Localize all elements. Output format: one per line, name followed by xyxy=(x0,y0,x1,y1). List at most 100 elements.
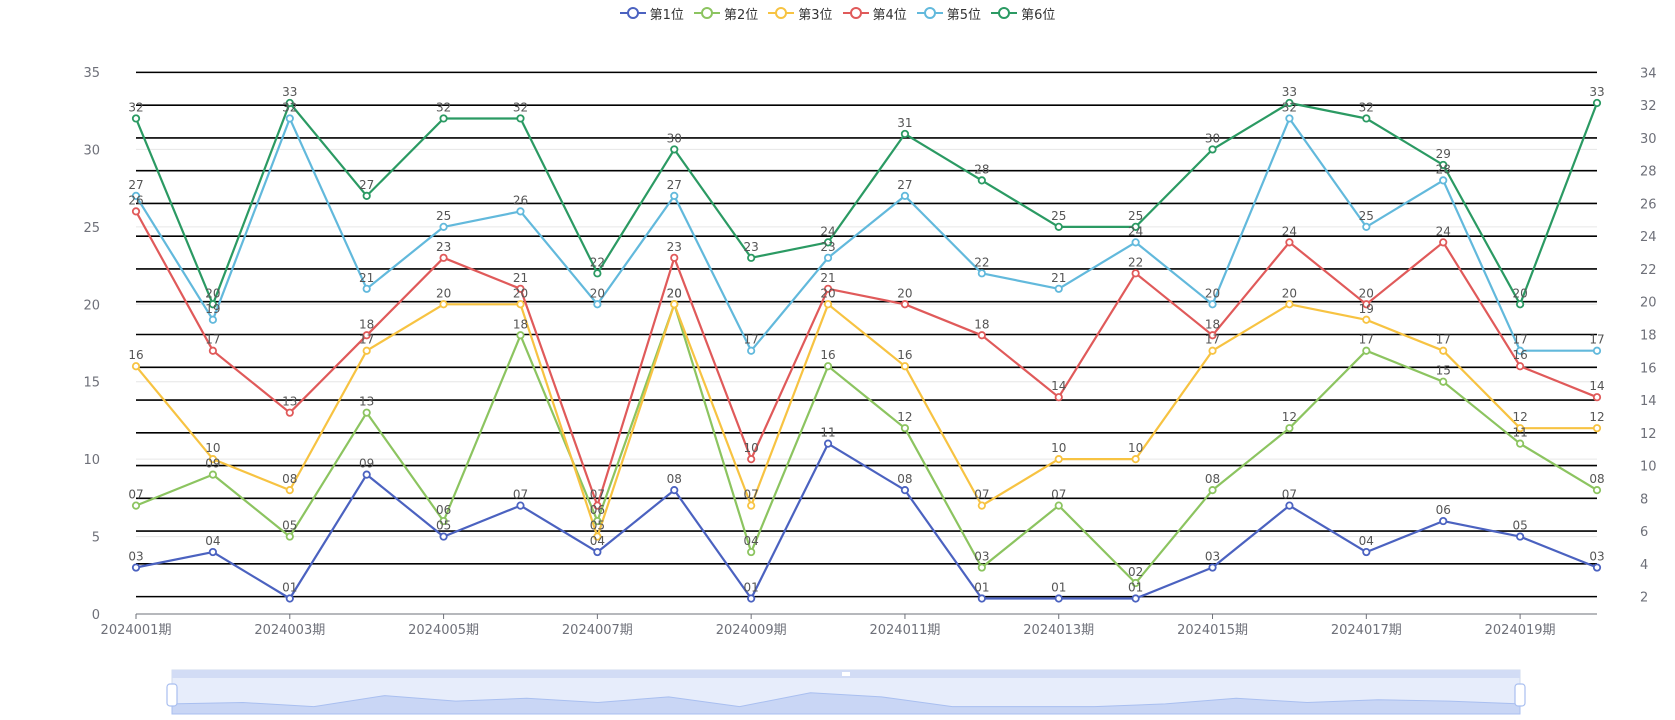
data-point xyxy=(977,594,986,603)
legend-label: 第6位 xyxy=(1021,7,1056,23)
data-label: 24 xyxy=(1436,224,1451,238)
data-label: 10 xyxy=(1128,441,1143,455)
x-tick-label: 2024001期 xyxy=(101,623,172,638)
data-point xyxy=(1516,362,1525,371)
data-label: 27 xyxy=(128,178,143,192)
data-label: 32 xyxy=(128,100,143,114)
legend-label: 第2位 xyxy=(723,7,759,23)
data-point xyxy=(1362,315,1371,324)
data-point xyxy=(131,207,141,216)
data-label: 03 xyxy=(128,550,143,564)
data-label: 16 xyxy=(820,348,835,362)
data-label: 20 xyxy=(1512,286,1527,300)
right-y-tick-label: 22 xyxy=(1640,263,1657,278)
data-point xyxy=(747,346,756,355)
data-label: 16 xyxy=(128,348,143,362)
data-point xyxy=(131,501,141,510)
data-label: 05 xyxy=(282,519,297,533)
left-y-tick-label: 0 xyxy=(92,608,100,623)
legend-label: 第5位 xyxy=(946,7,982,23)
data-point xyxy=(1208,300,1217,309)
zoom-handle-right[interactable] xyxy=(1514,683,1526,707)
data-label: 20 xyxy=(590,286,605,300)
data-point xyxy=(747,253,756,262)
data-point xyxy=(977,269,986,278)
data-point xyxy=(593,547,602,557)
data-point xyxy=(1208,331,1217,340)
series-line xyxy=(135,210,1598,507)
data-label: 24 xyxy=(1282,224,1297,238)
right-y-tick-label: 4 xyxy=(1640,558,1648,573)
legend-item[interactable]: 第4位 xyxy=(842,4,907,23)
data-point xyxy=(1054,393,1063,402)
data-point xyxy=(1285,424,1294,433)
data-point xyxy=(1285,300,1294,309)
data-label: 12 xyxy=(1282,410,1297,424)
data-point xyxy=(1516,300,1525,309)
data-label: 20 xyxy=(1205,286,1220,300)
data-point xyxy=(439,516,448,526)
data-label: 03 xyxy=(1589,550,1604,564)
data-label: 23 xyxy=(436,240,451,254)
data-label: 25 xyxy=(1359,209,1374,223)
data-label: 24 xyxy=(1128,224,1143,238)
data-point xyxy=(1285,114,1294,123)
data-label: 08 xyxy=(1205,472,1220,486)
data-label: 05 xyxy=(1512,519,1527,533)
data-point xyxy=(823,253,833,262)
data-point xyxy=(439,222,448,231)
data-label: 33 xyxy=(1282,85,1297,99)
legend-item[interactable]: 第6位 xyxy=(991,4,1055,23)
data-label: 20 xyxy=(436,286,451,300)
legend-swatch-icon xyxy=(916,7,943,19)
right-y-tick-label: 34 xyxy=(1640,66,1657,81)
data-point xyxy=(1054,284,1063,293)
left-y-tick-label: 25 xyxy=(83,221,100,236)
data-point xyxy=(1362,346,1371,355)
data-label: 04 xyxy=(205,534,220,548)
data-label: 15 xyxy=(1436,364,1451,378)
data-point xyxy=(131,191,141,200)
data-label: 09 xyxy=(205,457,220,471)
data-label: 31 xyxy=(897,116,912,130)
data-label: 24 xyxy=(820,224,835,238)
data-point xyxy=(977,331,986,340)
data-point xyxy=(362,346,371,355)
right-y-tick-label: 2 xyxy=(1640,591,1648,606)
data-label: 20 xyxy=(667,286,682,300)
data-point xyxy=(1516,424,1525,433)
data-point xyxy=(1054,501,1063,510)
data-label: 16 xyxy=(1512,348,1527,362)
data-label: 07 xyxy=(1282,488,1297,502)
legend-item[interactable]: 第5位 xyxy=(916,4,982,23)
zoom-handle-left[interactable] xyxy=(166,683,178,707)
data-label: 18 xyxy=(1205,317,1220,331)
data-label: 04 xyxy=(744,534,759,548)
x-tick-label: 2024017期 xyxy=(1331,623,1402,638)
legend-item[interactable]: 第1位 xyxy=(619,4,684,23)
legend-item[interactable]: 第3位 xyxy=(768,4,833,23)
legend-item[interactable]: 第2位 xyxy=(693,4,759,23)
series-lines xyxy=(134,101,1599,600)
data-label: 07 xyxy=(974,488,989,502)
legend-swatch-icon xyxy=(768,7,795,19)
data-point xyxy=(593,516,602,526)
data-label: 07 xyxy=(128,488,143,502)
data-label: 07 xyxy=(513,488,528,502)
data-label: 06 xyxy=(590,503,605,517)
right-y-tick-label: 8 xyxy=(1640,492,1648,507)
data-point xyxy=(285,98,294,108)
right-y-tick-label: 10 xyxy=(1640,460,1657,475)
data-label: 25 xyxy=(1128,209,1143,223)
data-label: 28 xyxy=(974,162,989,176)
data-point xyxy=(1592,98,1602,108)
series-line xyxy=(135,442,1598,600)
right-y-tick-label: 18 xyxy=(1640,329,1657,344)
data-point xyxy=(1592,563,1602,572)
data-point xyxy=(747,547,756,557)
data-label: 21 xyxy=(513,271,528,285)
data-point xyxy=(1516,346,1525,355)
data-point xyxy=(208,470,217,479)
data-label: 08 xyxy=(282,472,297,486)
data-label: 20 xyxy=(897,286,912,300)
